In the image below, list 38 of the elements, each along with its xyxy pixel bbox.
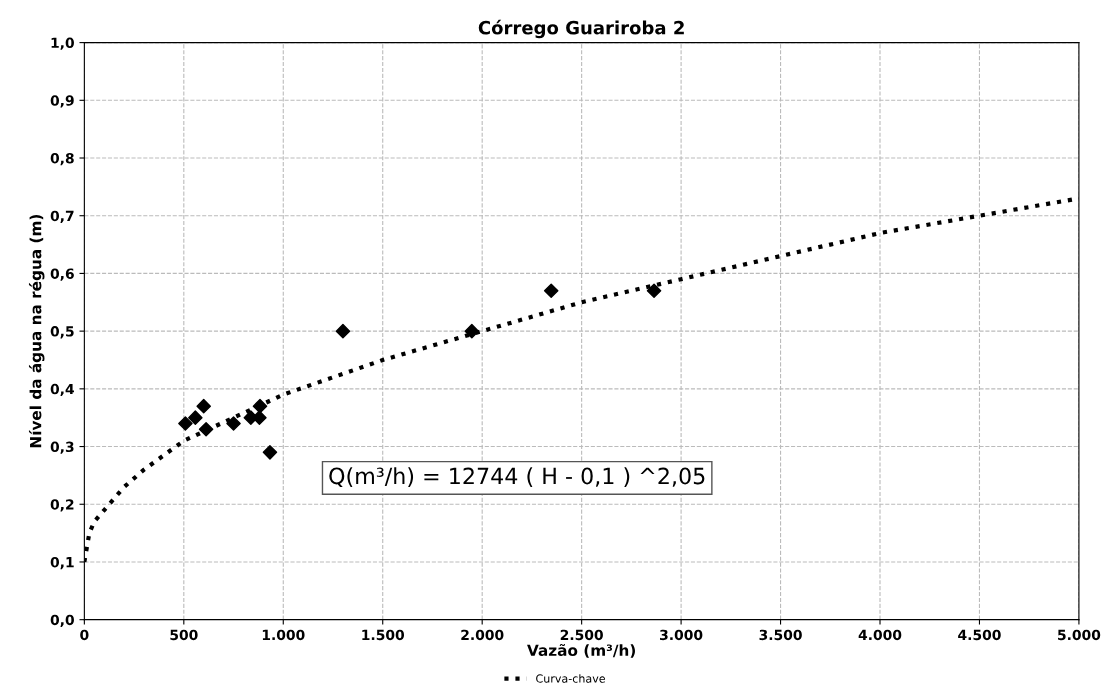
x-tick-label: 5.000 <box>1058 629 1101 641</box>
point <box>188 410 203 425</box>
y-tick-label: 0,2 <box>50 499 74 512</box>
y-tick-label: 0,9 <box>50 95 74 108</box>
y-axis-title: Nível da água na régua (m) <box>28 214 45 448</box>
x-tick-label: 3.000 <box>660 629 703 641</box>
point <box>262 445 278 460</box>
point <box>335 323 351 339</box>
x-tick-label: 0 <box>80 629 89 641</box>
point <box>464 323 480 339</box>
y-tick-label: 0,6 <box>50 268 74 281</box>
point <box>198 421 214 437</box>
point <box>543 283 559 299</box>
y-tick-label: 0,7 <box>50 210 74 223</box>
y-tick-label: 0,0 <box>50 614 74 627</box>
y-tick-label: 0,4 <box>50 383 74 397</box>
x-tick-label: 500 <box>170 629 198 641</box>
point <box>178 416 193 431</box>
x-tick-label: 4.500 <box>958 629 1001 641</box>
chart-title: Córrego Guariroba 2 <box>478 19 684 39</box>
y-tick-label: 0,8 <box>50 152 74 166</box>
x-tick-label: 3.500 <box>759 629 802 641</box>
y-tick-label: 0,5 <box>50 326 74 339</box>
point <box>226 416 241 431</box>
point <box>646 283 662 299</box>
point <box>196 398 211 414</box>
x-tick-label: 2.500 <box>560 629 603 641</box>
point <box>252 398 268 414</box>
y-tick-label: 1,0 <box>51 37 74 50</box>
x-tick-label: 4.000 <box>858 629 902 641</box>
x-tick-label: 1.500 <box>362 629 405 641</box>
legend-label: Curva-chave <box>536 674 606 683</box>
x-tick-label: 1.000 <box>262 629 305 641</box>
x-axis-title: Vazão (m³/h) <box>527 643 635 658</box>
y-tick-label: 0,1 <box>50 556 74 570</box>
x-tick-label: 2.000 <box>461 629 504 641</box>
annotation: Q(m³/h) = 12744 ( H - 0,1 ) ^2,05 <box>329 467 705 487</box>
y-tick-label: 0,3 <box>50 441 74 454</box>
